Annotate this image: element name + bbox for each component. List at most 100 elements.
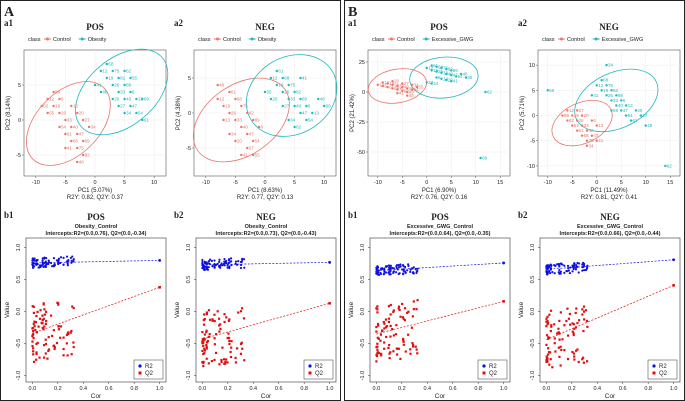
control-point: [52, 90, 55, 94]
q2-point: [66, 332, 69, 335]
r2-point: [545, 266, 548, 270]
q2-point: [376, 342, 379, 345]
point-id: 26: [608, 93, 614, 98]
q2-point: [51, 334, 54, 338]
control-point: [76, 146, 79, 150]
control-point: [234, 139, 237, 143]
r2-point: [201, 258, 204, 262]
point-id: 27: [85, 118, 91, 123]
r2-point: [375, 268, 378, 271]
control-point: [216, 97, 219, 101]
r2-point: [52, 256, 56, 260]
r2-point: [416, 267, 419, 270]
q2-point: [44, 310, 48, 313]
r2-point: [388, 266, 391, 269]
point-id: 55: [255, 153, 261, 158]
q2-point: [389, 335, 392, 338]
q2-point: [33, 320, 36, 323]
point-id: 82: [120, 76, 126, 81]
sub-label: a2: [518, 18, 528, 28]
r2-point: [216, 262, 219, 265]
q2-point: [546, 353, 550, 356]
ellipse-control: [26, 81, 111, 166]
r2-point: [46, 262, 49, 266]
legend-r2-label: R2: [659, 364, 667, 370]
q2-point: [545, 334, 549, 337]
x-tick-label: 5: [620, 180, 623, 186]
q2-point: [415, 348, 418, 351]
q2-point: [387, 346, 390, 350]
q2-point: [205, 329, 208, 332]
control-point: [246, 111, 249, 115]
point-id: 48: [647, 123, 653, 128]
case-point: [111, 69, 114, 73]
y-tick-label: 0: [18, 118, 21, 124]
q2-point: [383, 327, 386, 330]
x-tick-label: 10: [151, 180, 157, 186]
r2-point: [59, 261, 62, 265]
point-id: 6: [384, 84, 387, 89]
case-point: [299, 97, 302, 101]
point-id: 47: [79, 132, 85, 137]
point-id: 33: [237, 118, 243, 123]
case-point: [459, 72, 463, 76]
q2-point: [41, 314, 44, 317]
q2-point: [205, 331, 208, 334]
x-tick-label: 0: [93, 180, 96, 186]
point-id: 33: [120, 90, 126, 95]
point-id: 82: [85, 153, 91, 158]
point-id: 33: [443, 70, 449, 75]
control-point: [566, 109, 569, 112]
q2-point: [241, 307, 244, 310]
control-point: [376, 83, 379, 87]
q2-point: [573, 358, 576, 361]
q2-point: [558, 355, 561, 358]
q2-point: [39, 309, 42, 312]
control-point: [405, 90, 409, 94]
point-id: 89: [409, 90, 415, 95]
control-point: [575, 129, 579, 132]
q2-point: [227, 332, 230, 335]
r2-point: [571, 265, 574, 268]
control-point: [40, 104, 43, 108]
r2-point: [569, 266, 572, 269]
q2-point: [234, 361, 237, 364]
q2-point: [376, 348, 379, 351]
point-id: 68: [108, 62, 114, 67]
case-point: [135, 111, 138, 115]
ellipse-excessive_gwg: [574, 68, 659, 133]
q2-point: [392, 334, 395, 337]
q2-point: [32, 350, 35, 353]
q2-point: [376, 322, 380, 326]
q2-point: [563, 324, 566, 327]
y-tick-label: 0.5: [360, 276, 366, 284]
case-point: [111, 97, 114, 101]
q2-point: [546, 323, 549, 326]
sub-label: b1: [4, 210, 14, 220]
r2-point: [203, 261, 207, 265]
q2-point: [397, 307, 400, 310]
point-id: 34: [608, 63, 614, 68]
point-id: 34: [290, 118, 296, 123]
q2-point: [32, 322, 35, 325]
score-legend: class Control Obesity: [198, 37, 277, 43]
r2-point: [38, 266, 41, 269]
q2-point: [202, 344, 205, 347]
point-id: 27: [428, 80, 434, 85]
q2-point: [389, 303, 392, 307]
r2-point: [380, 267, 383, 270]
r2-point: [239, 266, 243, 270]
legend-label-excessive_gwg: Excessive_GWG: [602, 37, 644, 43]
q2-point: [43, 308, 46, 311]
case-point: [620, 99, 623, 102]
q2-point: [62, 354, 65, 357]
point-id: 62: [667, 163, 673, 168]
q2-point: [396, 347, 399, 350]
r2-point: [397, 272, 400, 276]
intercepts: Intercepts:R2=(0.0,0.73), Q2=(0.0,-0.43): [216, 231, 317, 237]
q2-point: [387, 305, 391, 308]
case-point: [590, 94, 594, 97]
q2-point: [582, 329, 585, 333]
